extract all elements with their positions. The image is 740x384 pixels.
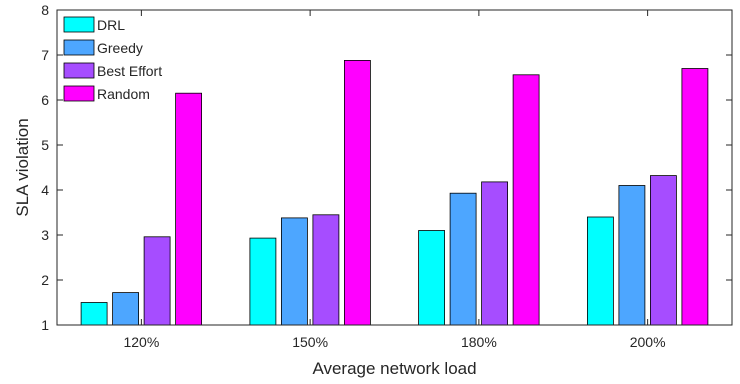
y-tick-label: 7 <box>41 47 49 63</box>
bar-greedy-1 <box>112 292 139 326</box>
x-tick-label: 180% <box>461 334 497 350</box>
bar-best-effort-1 <box>143 236 171 326</box>
y-ticks: 1 2 3 4 5 6 7 8 <box>41 2 732 333</box>
y-tick-label: 4 <box>41 182 49 198</box>
x-tick-label: 200% <box>630 334 666 350</box>
legend-label: DRL <box>97 17 125 33</box>
plot-frame <box>56 9 733 326</box>
bar-best-effort-2 <box>312 214 340 326</box>
bar-greedy-4 <box>618 185 646 326</box>
bar-random-3 <box>512 74 540 326</box>
legend-swatch-greedy <box>63 39 95 56</box>
bar-greedy-3 <box>449 192 477 326</box>
x-tick-label: 150% <box>292 334 328 350</box>
legend-label: Greedy <box>97 40 143 56</box>
x-ticks: 120% 150% 180% 200% <box>123 10 666 350</box>
y-tick-label: 6 <box>41 92 49 108</box>
bar-best-effort-3 <box>481 181 509 326</box>
x-axis-title: Average network load <box>312 359 476 378</box>
bar-drl-2 <box>249 237 277 326</box>
bar-drl-1 <box>80 302 108 326</box>
x-tick-label: 120% <box>123 334 159 350</box>
bar-best-effort-4 <box>650 175 677 326</box>
legend-swatch-drl <box>63 16 95 33</box>
bar-greedy-2 <box>280 217 308 326</box>
legend-label: Random <box>97 86 150 102</box>
bar-random-2 <box>343 60 371 326</box>
bar-drl-3 <box>418 230 446 326</box>
y-tick-label: 3 <box>41 227 49 243</box>
legend: DRL Greedy Best Effort Random <box>63 16 162 102</box>
y-tick-label: 2 <box>41 272 49 288</box>
y-tick-label: 1 <box>41 317 49 333</box>
bar-random-4 <box>681 68 709 326</box>
bar-drl-4 <box>587 216 614 326</box>
legend-swatch-best-effort <box>63 62 95 79</box>
y-tick-label: 8 <box>41 2 49 18</box>
axes-group <box>56 9 733 326</box>
legend-swatch-random <box>63 85 95 102</box>
bars-group <box>80 60 709 326</box>
bar-random-1 <box>175 92 203 326</box>
y-axis-title: SLA violation <box>13 118 32 216</box>
y-tick-label: 5 <box>41 137 49 153</box>
legend-label: Best Effort <box>97 63 162 79</box>
